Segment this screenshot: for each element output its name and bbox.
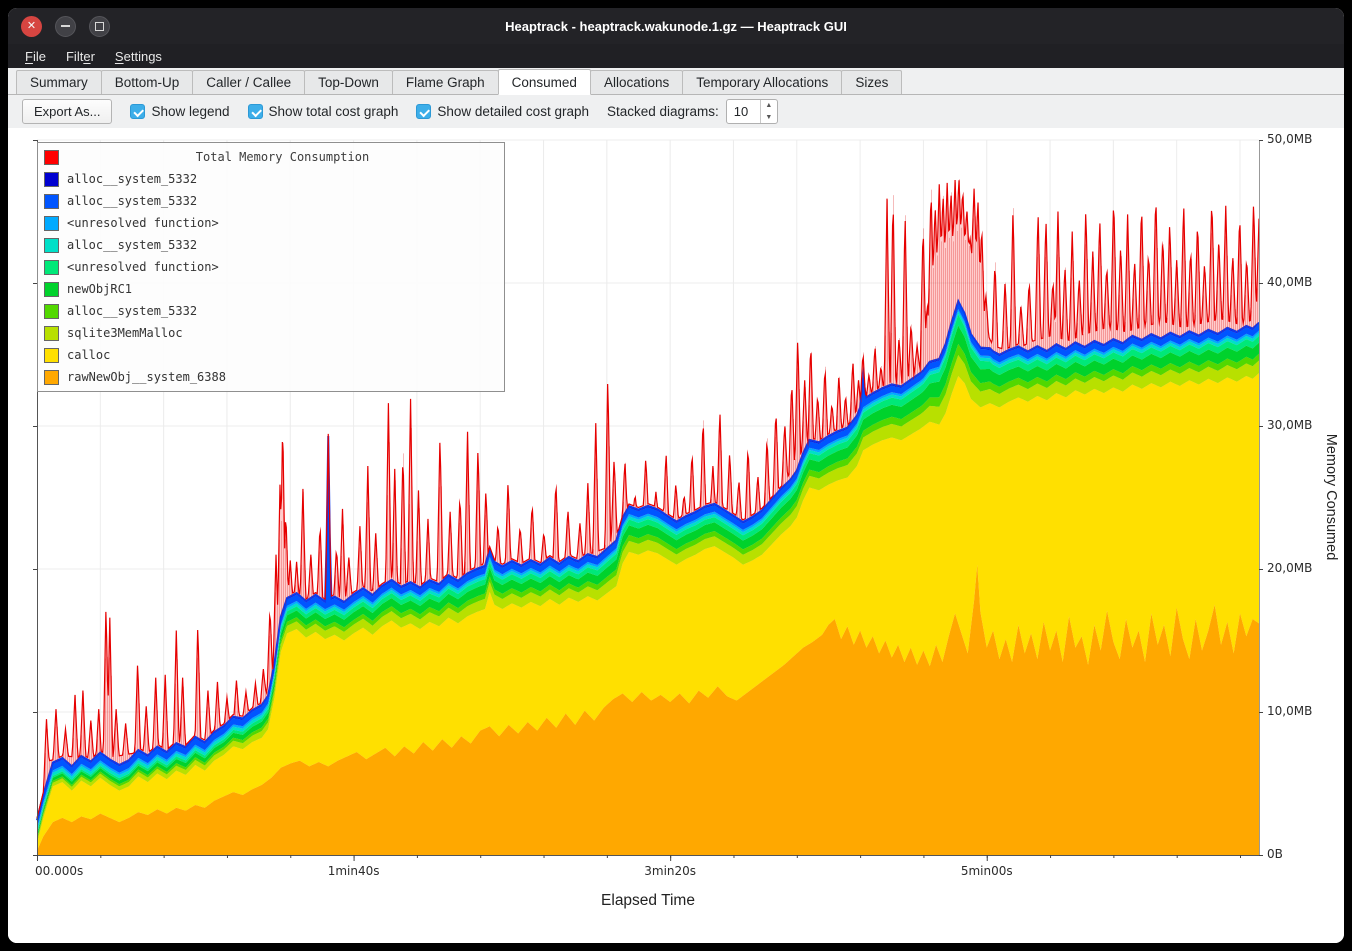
legend-label: alloc__system_5332 [67,238,197,252]
legend-swatch [44,326,59,341]
maximize-icon [95,22,104,31]
checkbox-icon [416,104,431,119]
titlebar: ✕ Heaptrack - heaptrack.wakunode.1.gz — … [8,8,1344,44]
y-axis-title: Memory Consumed [1323,434,1339,561]
legend-item: calloc [44,344,498,366]
legend-item: alloc__system_5332 [44,300,498,322]
legend-title: Total Memory Consumption [67,150,498,164]
tab-flame-graph[interactable]: Flame Graph [392,70,499,94]
legend-swatch [44,150,59,165]
legend-title-row: Total Memory Consumption [44,146,498,168]
tab-top-down[interactable]: Top-Down [304,70,393,94]
tab-caller-callee[interactable]: Caller / Callee [192,70,305,94]
checkbox-show-total-cost-graph[interactable]: Show total cost graph [248,104,399,119]
stacked-diagrams-value: 10 [727,100,760,123]
legend-item: alloc__system_5332 [44,234,498,256]
window-controls: ✕ [8,8,110,44]
minimize-icon [61,25,70,27]
checkbox-show-detailed-cost-graph[interactable]: Show detailed cost graph [416,104,589,119]
close-button[interactable]: ✕ [21,16,42,37]
export-as-button[interactable]: Export As... [22,99,112,124]
legend-label: sqlite3MemMalloc [67,326,183,340]
stacked-diagrams-label: Stacked diagrams: [607,104,719,119]
window-title: Heaptrack - heaptrack.wakunode.1.gz — He… [8,19,1344,34]
maximize-button[interactable] [89,16,110,37]
legend-swatch [44,172,59,187]
legend-item: sqlite3MemMalloc [44,322,498,344]
menubar: FileFilterSettings [8,44,1344,68]
tab-sizes[interactable]: Sizes [841,70,902,94]
checkbox-group: Show legend Show total cost graph Show det… [130,104,589,119]
legend-swatch [44,238,59,253]
tab-temporary-allocations[interactable]: Temporary Allocations [682,70,842,94]
stacked-diagrams-group: Stacked diagrams: 10 ▲ ▼ [607,99,778,124]
tab-allocations[interactable]: Allocations [590,70,683,94]
x-axis-title: Elapsed Time [37,892,1259,910]
legend-label: rawNewObj__system_6388 [67,370,226,384]
chart-area: Total Memory Consumption alloc__system_53… [8,128,1344,884]
menu-file[interactable]: File [16,46,55,67]
spin-down-button[interactable]: ▼ [761,112,777,124]
legend-label: <unresolved function> [67,260,219,274]
tab-consumed[interactable]: Consumed [498,69,591,95]
legend-swatch [44,348,59,363]
legend-label: alloc__system_5332 [67,304,197,318]
minimize-button[interactable] [55,16,76,37]
stacked-diagrams-spinbox[interactable]: 10 ▲ ▼ [726,99,778,124]
checkbox-show-legend[interactable]: Show legend [130,104,229,119]
legend-label: calloc [67,348,110,362]
legend-item: <unresolved function> [44,212,498,234]
heaptrack-window: ✕ Heaptrack - heaptrack.wakunode.1.gz — … [8,8,1344,943]
tab-bottom-up[interactable]: Bottom-Up [101,70,194,94]
legend-swatch [44,370,59,385]
toolbar: Export As... Show legend Show total cost … [8,95,1344,128]
spin-arrows: ▲ ▼ [760,100,777,123]
legend-label: newObjRC1 [67,282,132,296]
legend-swatch [44,216,59,231]
tab-summary[interactable]: Summary [16,70,102,94]
legend-swatch [44,260,59,275]
checkbox-icon [130,104,145,119]
legend-swatch [44,194,59,209]
menu-filter[interactable]: Filter [57,46,104,67]
legend-item: alloc__system_5332 [44,190,498,212]
checkbox-icon [248,104,263,119]
legend-item: alloc__system_5332 [44,168,498,190]
legend-item: <unresolved function> [44,256,498,278]
checkbox-label: Show legend [151,104,229,119]
legend-item: newObjRC1 [44,278,498,300]
chart-legend: Total Memory Consumption alloc__system_53… [37,142,505,392]
legend-label: <unresolved function> [67,216,219,230]
legend-item: rawNewObj__system_6388 [44,366,498,388]
legend-swatch [44,282,59,297]
checkbox-label: Show detailed cost graph [437,104,589,119]
tab-bar: SummaryBottom-UpCaller / CalleeTop-DownF… [8,68,1344,95]
spin-up-button[interactable]: ▲ [761,100,777,112]
legend-swatch [44,304,59,319]
legend-label: alloc__system_5332 [67,194,197,208]
legend-label: alloc__system_5332 [67,172,197,186]
chart-page: Total Memory Consumption alloc__system_53… [8,128,1344,943]
close-icon: ✕ [27,21,36,32]
menu-settings[interactable]: Settings [106,46,171,67]
checkbox-label: Show total cost graph [269,104,399,119]
